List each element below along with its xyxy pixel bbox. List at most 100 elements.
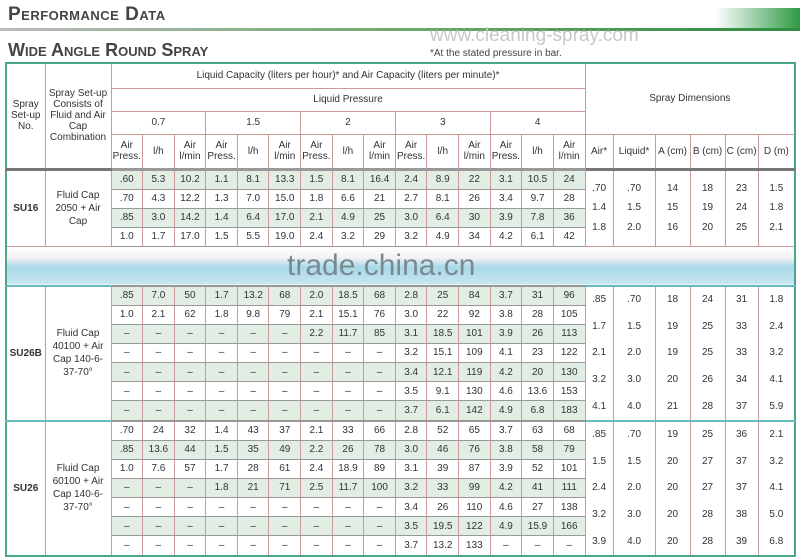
value-cell: 76 — [458, 439, 491, 460]
value-cell: 78 — [363, 439, 396, 460]
value-cell: 111 — [552, 477, 586, 499]
value-cell: – — [110, 400, 144, 421]
dimension-value: 3.2 — [592, 374, 607, 386]
dimension-value: 33 — [736, 320, 748, 332]
table-row: 1.0 1.7 17.0 1.5 5.5 19.0 2.4 3.2 29 3.2 4.9 34 4.2 6… — [6, 226, 795, 247]
header-air-press: Air Press. — [110, 133, 144, 170]
value-cell: – — [300, 516, 333, 537]
value-cell: 2.8 — [394, 284, 428, 306]
value-cell: 138 — [552, 497, 586, 518]
value-cell: 3.2 — [394, 226, 428, 247]
dimension-value: .85 — [592, 294, 607, 306]
header-setup-no: Spray Set-up No. — [5, 62, 46, 170]
value-cell: 1.0 — [110, 304, 144, 325]
value-cell: 3.8 — [489, 304, 523, 325]
value-cell: 142 — [458, 400, 491, 421]
dimension-value: 25 — [702, 429, 714, 441]
combination: Fluid Cap 40100 + Air Cap 140-6-37-70° — [44, 284, 112, 421]
value-cell: 9.1 — [426, 381, 460, 402]
value-cell: 1.1 — [205, 167, 238, 190]
value-cell: 2.4 — [394, 167, 428, 190]
dimension-value: 18 — [702, 183, 714, 195]
table-row: – – – – – – – – –3.5 9.1 130 4.6 13.6 153 — [6, 381, 795, 402]
value-cell: – — [110, 381, 144, 402]
dimension-value: 3.0 — [627, 509, 642, 521]
value-cell: 3.9 — [489, 323, 523, 344]
header-air-lmin: Air l/min — [552, 133, 586, 170]
dimension-values: 25 27 27 28 28 — [691, 423, 724, 555]
value-cell: 6.1 — [426, 400, 460, 421]
value-cell: 6.8 — [521, 400, 554, 421]
header-dim-1: Liquid* — [612, 133, 656, 170]
value-cell: 71 — [268, 477, 302, 499]
table-row: – – – – – – – – –3.2 15.1 109 4.1 23 122 — [6, 342, 795, 364]
value-cell: 16.4 — [363, 167, 396, 190]
value-cell: 1.4 — [205, 207, 238, 228]
dimension-value: 21 — [667, 400, 679, 412]
value-cell: 2.4 — [300, 226, 333, 247]
value-cell: – — [268, 516, 302, 537]
value-cell: 15.1 — [426, 342, 460, 364]
dimension-value: 20 — [667, 482, 679, 494]
value-cell: – — [489, 535, 523, 556]
value-cell: – — [142, 400, 175, 421]
dimension-value: 4.1 — [769, 482, 784, 494]
dimension-value: 39 — [736, 535, 748, 547]
title-divider — [0, 28, 800, 31]
value-cell: 4.9 — [489, 400, 523, 421]
value-cell: 11.7 — [331, 323, 365, 344]
dimension-values: .70 1.4 1.8 — [586, 179, 612, 237]
value-cell: 4.2 — [489, 226, 523, 247]
dimension-value: .70 — [627, 183, 642, 195]
header-lh: l/h — [236, 133, 270, 170]
value-cell: – — [521, 535, 554, 556]
dimension-value: 20 — [667, 374, 679, 386]
value-cell: 4.2 — [489, 477, 523, 499]
dimension-value: 20 — [667, 535, 679, 547]
table-row: – – – – – – – – –3.7 13.2 133– – – — [6, 535, 795, 556]
dimension-value: 26 — [702, 374, 714, 386]
value-cell: 5.5 — [236, 226, 270, 247]
dimension-value: 31 — [736, 294, 748, 306]
dimension-value: 33 — [736, 347, 748, 359]
value-cell: 3.0 — [394, 439, 428, 460]
value-cell: 109 — [458, 342, 491, 364]
dimension-value: 4.0 — [627, 400, 642, 412]
value-cell: – — [205, 362, 238, 383]
dimension-value: 2.1 — [592, 347, 607, 359]
value-cell: 36 — [552, 207, 586, 228]
table-row: SU26 Fluid Cap 60100 + Air Cap 140-6-37-7… — [5, 419, 796, 556]
value-cell: 15.9 — [521, 516, 554, 537]
value-cell: 17.0 — [173, 226, 207, 247]
value-cell: 68 — [363, 284, 396, 306]
header-pressure-4: 4 — [489, 110, 586, 135]
value-cell: 3.1 — [394, 323, 428, 344]
dimension-value: 2.0 — [627, 221, 642, 233]
dimension-column: .85 1.7 2.1 3.2 4.1 — [584, 284, 614, 421]
setup-id: SU26 — [5, 419, 46, 556]
dimension-column: .85 1.5 2.4 3.2 3.9 — [584, 419, 614, 556]
value-cell: – — [268, 362, 302, 383]
value-cell: 29 — [363, 226, 396, 247]
value-cell: 33 — [426, 477, 460, 499]
header-air-press: Air Press. — [489, 133, 523, 170]
dimension-column: 18 19 20 — [689, 167, 726, 247]
value-cell: – — [205, 516, 238, 537]
header-dimensions: Spray Dimensions — [584, 62, 796, 135]
dimension-value: 14 — [667, 183, 679, 195]
dimension-value: 6.8 — [769, 535, 784, 547]
value-cell: – — [110, 362, 144, 383]
value-cell: 3.2 — [394, 477, 428, 499]
dimension-values: 23 24 25 — [726, 179, 757, 237]
value-cell: 76 — [363, 304, 396, 325]
value-cell: 18.9 — [331, 458, 365, 479]
value-cell: 96 — [552, 284, 586, 306]
value-cell: 6.6 — [331, 188, 365, 209]
value-cell: 113 — [552, 323, 586, 344]
dimension-value: 2.4 — [592, 482, 607, 494]
dimension-value: 1.5 — [627, 202, 642, 214]
dimension-value: 24 — [702, 294, 714, 306]
value-cell: 3.1 — [489, 167, 523, 190]
dimension-values: 19 20 20 20 20 — [656, 423, 689, 555]
value-cell: – — [236, 400, 270, 421]
